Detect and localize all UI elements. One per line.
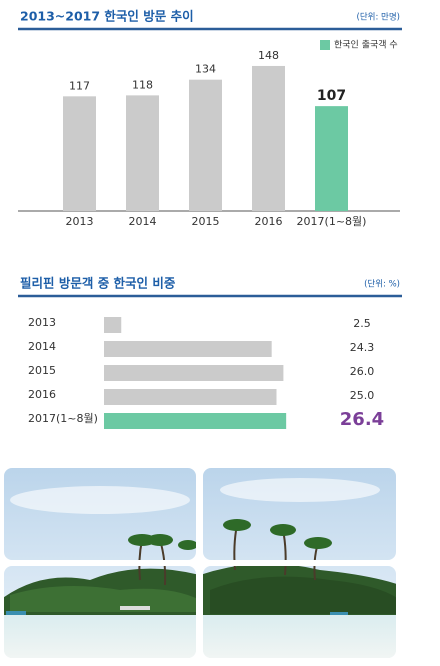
chart-title: 2013~2017 한국인 방문 추이: [20, 9, 194, 24]
value-label: 2.5: [353, 317, 371, 330]
unit-note: (단위: 만명): [357, 12, 400, 23]
value-label: 107: [317, 88, 346, 104]
bar: [104, 413, 287, 429]
x-tick-label: 2017(1~8월): [297, 215, 367, 228]
y-tick-label: 2015: [28, 364, 56, 377]
y-tick-label: 2014: [28, 340, 56, 353]
x-tick-label: 2015: [192, 215, 220, 228]
y-tick-label: 2013: [28, 316, 56, 329]
value-label: 26.0: [350, 365, 375, 378]
bar: [252, 65, 285, 212]
bar: [104, 389, 277, 405]
value-label: 134: [195, 63, 216, 76]
bar: [189, 79, 222, 212]
legend-swatch: [320, 40, 330, 50]
value-label: 118: [132, 78, 153, 91]
chart-title: 필리핀 방문객 중 한국인 비중: [20, 276, 176, 291]
legend-label: 한국인 출국객 수: [334, 40, 398, 51]
value-label: 148: [258, 49, 279, 62]
value-label: 24.3: [350, 341, 375, 354]
x-tick-label: 2013: [66, 215, 94, 228]
value-label: 117: [69, 79, 90, 92]
photo-dividers: [0, 460, 400, 662]
bar: [315, 106, 348, 211]
y-tick-label: 2016: [28, 388, 56, 401]
value-label: 26.4: [340, 409, 384, 430]
bar: [104, 317, 122, 333]
x-tick-label: 2016: [255, 215, 283, 228]
value-label: 25.0: [350, 389, 375, 402]
bar: [63, 96, 96, 211]
bar: [126, 95, 159, 211]
y-tick-label: 2017(1~8월): [28, 412, 98, 425]
bar: [104, 341, 272, 357]
x-tick-label: 2014: [129, 215, 157, 228]
bar: [104, 365, 284, 381]
unit-note: (단위: %): [364, 279, 400, 290]
